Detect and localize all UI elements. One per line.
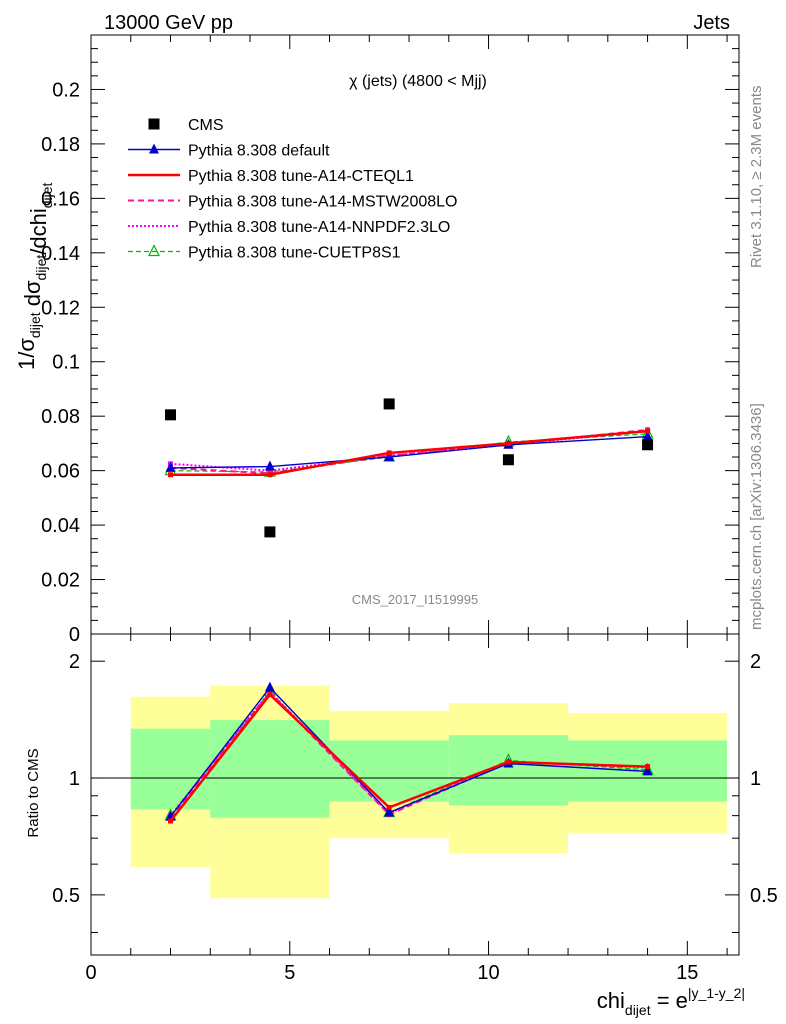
main-y-tick-label: 0.06 xyxy=(41,461,80,483)
mc-point xyxy=(149,143,159,154)
main-y-axis-label-text: 1/σdijet dσdijet/dchidijet xyxy=(14,182,55,370)
mc-point xyxy=(642,430,653,441)
mc-point xyxy=(386,804,392,810)
main-y-tick-label: 0.2 xyxy=(52,79,80,101)
main-y-tick-label: 0.08 xyxy=(41,406,80,428)
legend-label: Pythia 8.308 default xyxy=(188,143,330,160)
mc-point xyxy=(165,461,176,472)
ratio-y-tick-label: 0.5 xyxy=(52,885,80,907)
cms-data-point xyxy=(383,398,395,410)
ratio-frame xyxy=(90,633,740,956)
ratio-band-green-bin xyxy=(448,735,569,806)
analysis-id-label: CMS_2017_I1519995 xyxy=(352,592,479,607)
x-tick-label: 15 xyxy=(676,962,698,984)
mc-point xyxy=(384,806,395,817)
ratio-band-green-bin xyxy=(210,720,330,818)
cms-data-point xyxy=(642,439,654,451)
ratio-y-tick-label: 2 xyxy=(69,651,80,673)
mc-point xyxy=(642,765,653,776)
mc-point xyxy=(505,759,511,765)
legend-label: Pythia 8.308 tune-A14-NNPDF2.3LO xyxy=(188,219,450,236)
x-axis-label-text: chidijet = e|y_1-y_2| xyxy=(597,985,745,1018)
legend-entry: Pythia 8.308 tune-A14-CTEQL1 xyxy=(128,168,414,185)
legend-entry: Pythia 8.308 tune-A14-MSTW2008LO xyxy=(128,194,457,211)
main-y-tick-label: 0.12 xyxy=(41,297,80,319)
x-tick-label: 0 xyxy=(85,962,96,984)
header-energy-label: 13000 GeV pp xyxy=(104,12,233,34)
cms-data-point xyxy=(502,454,514,466)
mc-point xyxy=(645,764,651,770)
legend-label: CMS xyxy=(188,117,224,134)
ratio-band-green-bin xyxy=(130,728,211,810)
cms-data-point xyxy=(148,118,160,130)
mc-point xyxy=(384,451,395,462)
header-category-label: Jets xyxy=(693,12,730,34)
mc-point xyxy=(168,472,174,478)
main-panel: 0 0.02 0.04 0.06 0.08 0.1 0.12 0.14 0.16 0.18 0.2 xyxy=(41,34,740,646)
mc-point xyxy=(505,440,511,446)
mc-point xyxy=(267,468,273,474)
legend: CMS Pythia 8.308 default Pythia 8.308 tune… xyxy=(128,117,457,262)
x-tick-label: 10 xyxy=(477,962,499,984)
ratio-y-tick-label-right: 1 xyxy=(750,768,761,790)
mc-point xyxy=(168,818,174,824)
mc-point xyxy=(267,472,273,478)
legend-entry: CMS xyxy=(148,117,224,134)
mc-point xyxy=(645,428,651,434)
legend-entry: Pythia 8.308 tune-CUETP8S1 xyxy=(128,244,401,262)
main-y-tick-label: 0.14 xyxy=(41,243,80,265)
ratio-y-tick-label-right: 0.5 xyxy=(750,885,778,907)
ratio-y-tick-label-right: 2 xyxy=(750,651,761,673)
cms-data-point xyxy=(165,409,177,421)
legend-entry: Pythia 8.308 tune-A14-NNPDF2.3LO xyxy=(128,219,450,236)
chart-title: χ (jets) (4800 < Mjj) xyxy=(349,73,487,90)
x-tick-label: 5 xyxy=(284,962,295,984)
mc-point xyxy=(148,244,160,257)
x-axis-label: chidijet = e|y_1-y_2| xyxy=(597,985,745,1018)
main-y-tick-label: 0.18 xyxy=(41,134,80,156)
ratio-panel: 0 5 10 15 0.5 0.5 1 1 2 2 xyxy=(52,35,778,984)
mc-point xyxy=(386,450,392,456)
legend-label: Pythia 8.308 tune-A14-CTEQL1 xyxy=(188,168,414,185)
ratio-y-axis-label: Ratio to CMS xyxy=(25,748,42,837)
main-y-tick-label: 0.04 xyxy=(41,515,80,537)
cms-data-point xyxy=(264,526,276,538)
mc-point xyxy=(264,681,275,692)
legend-entry: Pythia 8.308 default xyxy=(128,143,330,160)
mc-point xyxy=(264,460,275,471)
legend-label: Pythia 8.308 tune-A14-MSTW2008LO xyxy=(188,194,457,211)
rivet-version-label: Rivet 3.1.10, ≥ 2.3M events xyxy=(748,86,765,269)
main-y-tick-label: 0.16 xyxy=(41,188,80,210)
legend-label: Pythia 8.308 tune-CUETP8S1 xyxy=(188,245,401,262)
mc-point xyxy=(267,692,273,698)
mcplots-reference-label: mcplots.cern.ch [arXiv:1306.3436] xyxy=(748,403,765,630)
main-y-tick-label: 0.02 xyxy=(41,570,80,592)
ratio-y-tick-label: 1 xyxy=(69,768,80,790)
main-y-tick-label: 0 xyxy=(69,624,80,646)
main-y-axis-label: 1/σdijet dσdijet/dchidijet xyxy=(14,182,55,370)
main-y-tick-label: 0.1 xyxy=(52,352,80,374)
